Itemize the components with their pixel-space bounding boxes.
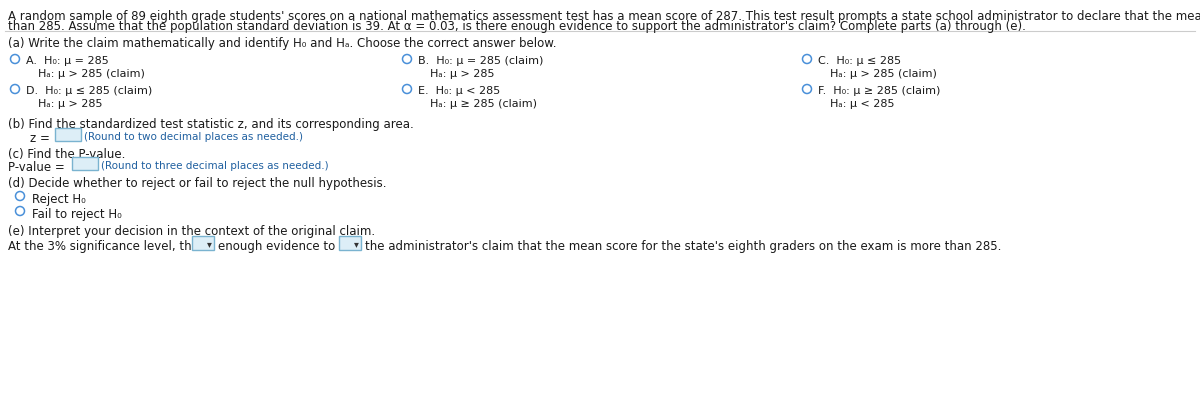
- Text: Hₐ: μ > 285: Hₐ: μ > 285: [430, 69, 494, 79]
- Text: C.  H₀: μ ≤ 285: C. H₀: μ ≤ 285: [818, 56, 901, 66]
- Text: ▾: ▾: [354, 239, 359, 248]
- Text: (a) Write the claim mathematically and identify H₀ and Hₐ. Choose the correct an: (a) Write the claim mathematically and i…: [8, 37, 557, 50]
- Text: (e) Interpret your decision in the context of the original claim.: (e) Interpret your decision in the conte…: [8, 224, 376, 237]
- Text: Reject H₀: Reject H₀: [32, 192, 85, 205]
- Text: P-value =: P-value =: [8, 161, 65, 174]
- Text: Hₐ: μ > 285 (claim): Hₐ: μ > 285 (claim): [830, 69, 937, 79]
- Text: (b) Find the standardized test statistic z, and its corresponding area.: (b) Find the standardized test statistic…: [8, 118, 414, 131]
- Text: A.  H₀: μ = 285: A. H₀: μ = 285: [26, 56, 109, 66]
- Text: D.  H₀: μ ≤ 285 (claim): D. H₀: μ ≤ 285 (claim): [26, 86, 152, 96]
- Text: z =: z =: [30, 132, 50, 145]
- Text: enough evidence to: enough evidence to: [218, 239, 335, 252]
- Text: At the 3% significance level, there: At the 3% significance level, there: [8, 239, 211, 252]
- Text: F.  H₀: μ ≥ 285 (claim): F. H₀: μ ≥ 285 (claim): [818, 86, 941, 96]
- Text: B.  H₀: μ = 285 (claim): B. H₀: μ = 285 (claim): [418, 56, 544, 66]
- FancyBboxPatch shape: [340, 237, 361, 250]
- Text: Hₐ: μ < 285: Hₐ: μ < 285: [830, 99, 894, 109]
- Text: (d) Decide whether to reject or fail to reject the null hypothesis.: (d) Decide whether to reject or fail to …: [8, 177, 386, 190]
- Text: (c) Find the P-value.: (c) Find the P-value.: [8, 148, 125, 161]
- Text: Fail to reject H₀: Fail to reject H₀: [32, 207, 121, 220]
- Text: the administrator's claim that the mean score for the state's eighth graders on : the administrator's claim that the mean …: [365, 239, 1001, 252]
- Text: Hₐ: μ ≥ 285 (claim): Hₐ: μ ≥ 285 (claim): [430, 99, 538, 109]
- Text: Hₐ: μ > 285 (claim): Hₐ: μ > 285 (claim): [38, 69, 145, 79]
- FancyBboxPatch shape: [55, 129, 82, 142]
- FancyBboxPatch shape: [192, 237, 214, 250]
- Text: ▾: ▾: [206, 239, 211, 248]
- Text: (Round to two decimal places as needed.): (Round to two decimal places as needed.): [84, 132, 302, 142]
- Text: A random sample of 89 eighth grade students' scores on a national mathematics as: A random sample of 89 eighth grade stude…: [8, 10, 1200, 23]
- Text: Hₐ: μ > 285: Hₐ: μ > 285: [38, 99, 102, 109]
- Text: than 285. Assume that the population standard deviation is 39. At α = 0.03, is t: than 285. Assume that the population sta…: [8, 20, 1026, 33]
- Text: E.  H₀: μ < 285: E. H₀: μ < 285: [418, 86, 500, 96]
- FancyBboxPatch shape: [72, 158, 98, 171]
- Text: (Round to three decimal places as needed.): (Round to three decimal places as needed…: [101, 161, 329, 171]
